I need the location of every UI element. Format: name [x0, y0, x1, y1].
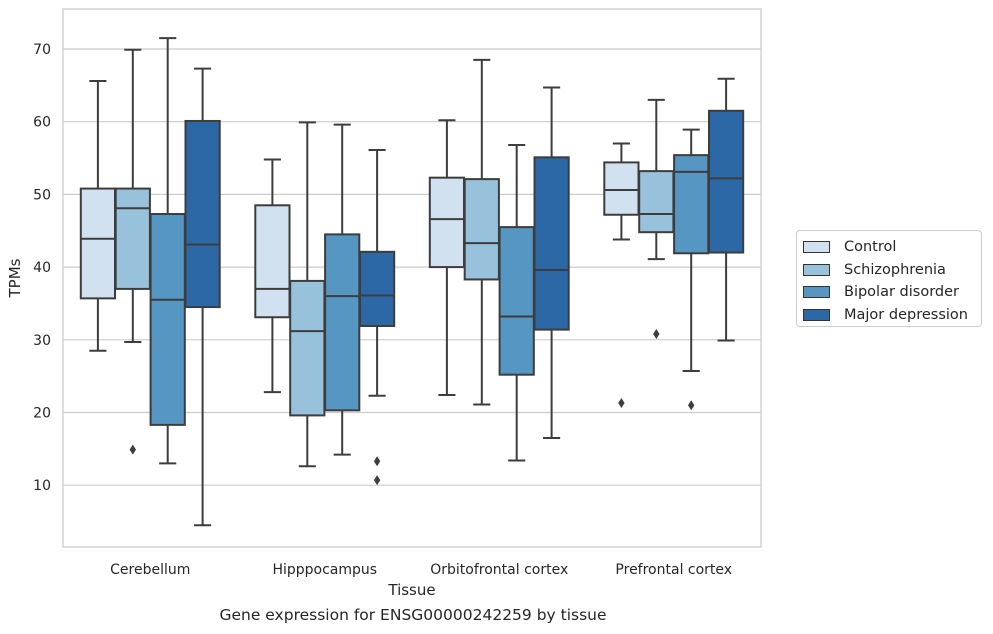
legend-item: Schizophrenia [797, 259, 981, 282]
box-body [79, 187, 117, 300]
y-axis-label: TPMs [6, 258, 24, 298]
box-control [603, 142, 640, 409]
box-body [533, 156, 570, 331]
box-schizophrenia [463, 58, 500, 406]
box-body [638, 170, 675, 234]
y-tick-label: 40 [33, 260, 51, 276]
box-body [498, 226, 535, 376]
x-tick-labels: Cerebellum Hipppocampus Orbitofrontal cort… [110, 562, 732, 578]
legend-label: Bipolar disorder [844, 284, 959, 301]
legend-item: Major depression [797, 304, 981, 327]
y-tick-label: 60 [33, 115, 51, 131]
legend-swatch [803, 286, 830, 299]
legend-swatch [803, 308, 830, 321]
outlier-point [373, 475, 381, 486]
y-tick-label: 20 [33, 406, 51, 422]
y-tick-label: 30 [33, 333, 51, 349]
box-bipolar-disorder [498, 143, 535, 462]
x-tick-label: Hipppocampus [272, 562, 377, 578]
box-schizophrenia [289, 121, 326, 468]
box-major-depression [358, 149, 396, 486]
outlier-point [129, 444, 136, 455]
box-body [289, 279, 326, 417]
chart-caption: Gene expression for ENSG00000242259 by t… [219, 606, 607, 624]
legend: Control Schizophrenia Bipolar disorder Majo… [796, 230, 982, 327]
y-tick-labels: 10 20 30 40 50 60 70 [33, 42, 51, 494]
y-tick-label: 70 [33, 42, 51, 58]
box-body [707, 109, 745, 254]
box-body [358, 250, 396, 327]
box-body [324, 233, 361, 412]
legend-item: Bipolar disorder [797, 281, 981, 304]
outlier-point [688, 400, 695, 411]
box-control [254, 158, 291, 394]
box-body [184, 119, 221, 309]
legend-label: Major depression [844, 306, 968, 323]
y-tick-label: 10 [33, 478, 51, 494]
legend-swatch [803, 263, 830, 276]
box-bipolar-disorder [673, 128, 710, 411]
box-body [673, 154, 710, 255]
box-major-depression [533, 86, 570, 439]
x-axis-label: Tissue [387, 581, 435, 599]
box-body [254, 204, 291, 319]
box-body [603, 161, 640, 216]
x-tick-label: Prefrontal cortex [615, 562, 732, 578]
legend-label: Schizophrenia [844, 261, 946, 278]
y-tick-label: 50 [33, 187, 51, 203]
box-body [149, 213, 186, 426]
box-bipolar-disorder [324, 123, 361, 456]
box-schizophrenia [638, 98, 675, 339]
box-control [428, 119, 466, 397]
box-body [463, 178, 500, 281]
plot-frame [62, 8, 762, 548]
box-major-depression [707, 77, 745, 342]
x-tick-label: Orbitofrontal cortex [430, 562, 568, 578]
box-control [79, 79, 117, 352]
box-bipolar-disorder [149, 37, 186, 465]
box-schizophrenia [114, 48, 151, 455]
outlier-point [618, 398, 625, 409]
outlier-point [653, 328, 660, 339]
box-plot-series [79, 37, 745, 527]
box-body [428, 176, 466, 269]
box-body [114, 187, 151, 290]
outlier-point [373, 456, 381, 467]
legend-label: Control [844, 239, 897, 256]
legend-item: Control [797, 236, 981, 259]
box-major-depression [184, 67, 221, 527]
x-tick-label: Cerebellum [110, 562, 190, 578]
legend-swatch [803, 241, 830, 254]
